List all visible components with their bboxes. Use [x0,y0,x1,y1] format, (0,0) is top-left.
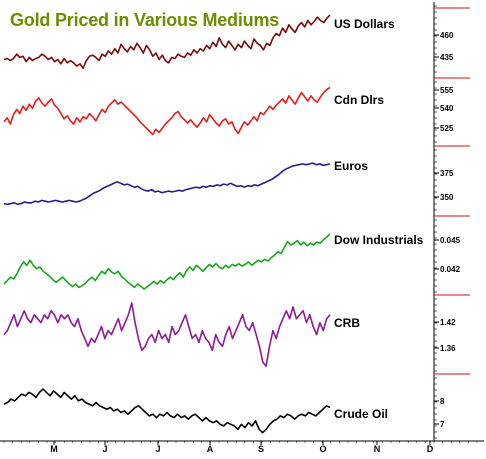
y-tick-label: 555 [440,86,454,95]
y-tick-label: 460 [440,31,454,40]
y-tick-label: 7 [440,420,445,429]
series-line-cdn-dlrs [3,86,331,136]
y-tick-label: 435 [440,53,454,62]
series-label: Dow Industrials [333,233,425,247]
x-tick-label: J [155,444,161,454]
y-tick-label: 540 [440,104,454,113]
y-tick-label: 8 [440,397,445,406]
x-tick-label: N [373,444,381,454]
y-tick-label: 1.42 [440,318,456,327]
y-tick-label: 0.042 [440,265,461,274]
y-tick-label: 1.36 [440,344,456,353]
series-line-euros [3,162,331,206]
series-label: CRB [333,316,361,330]
series-label: Crude Oil [333,407,390,421]
x-tick-label: J [102,444,108,454]
series-line-crude-oil [3,388,331,434]
x-tick-label: D [426,444,434,454]
series-label: US Dollars [333,17,396,31]
series-label: Euros [333,159,370,173]
series-line-crb [3,302,331,367]
y-tick-label: 350 [440,193,454,202]
series-line-us-dollars [3,14,331,69]
x-tick-label: M [50,444,58,454]
series-line-dow-industrials [3,233,331,290]
chart-title: Gold Priced in Various Mediums [10,10,280,30]
y-tick-label: 375 [440,169,454,178]
x-tick-label: S [257,444,264,454]
y-tick-label: 525 [440,124,454,133]
y-tick-label: 0.045 [440,236,461,245]
series-label: Cdn Dlrs [333,93,386,107]
x-tick-label: O [319,444,327,454]
x-tick-label: A [206,444,214,454]
